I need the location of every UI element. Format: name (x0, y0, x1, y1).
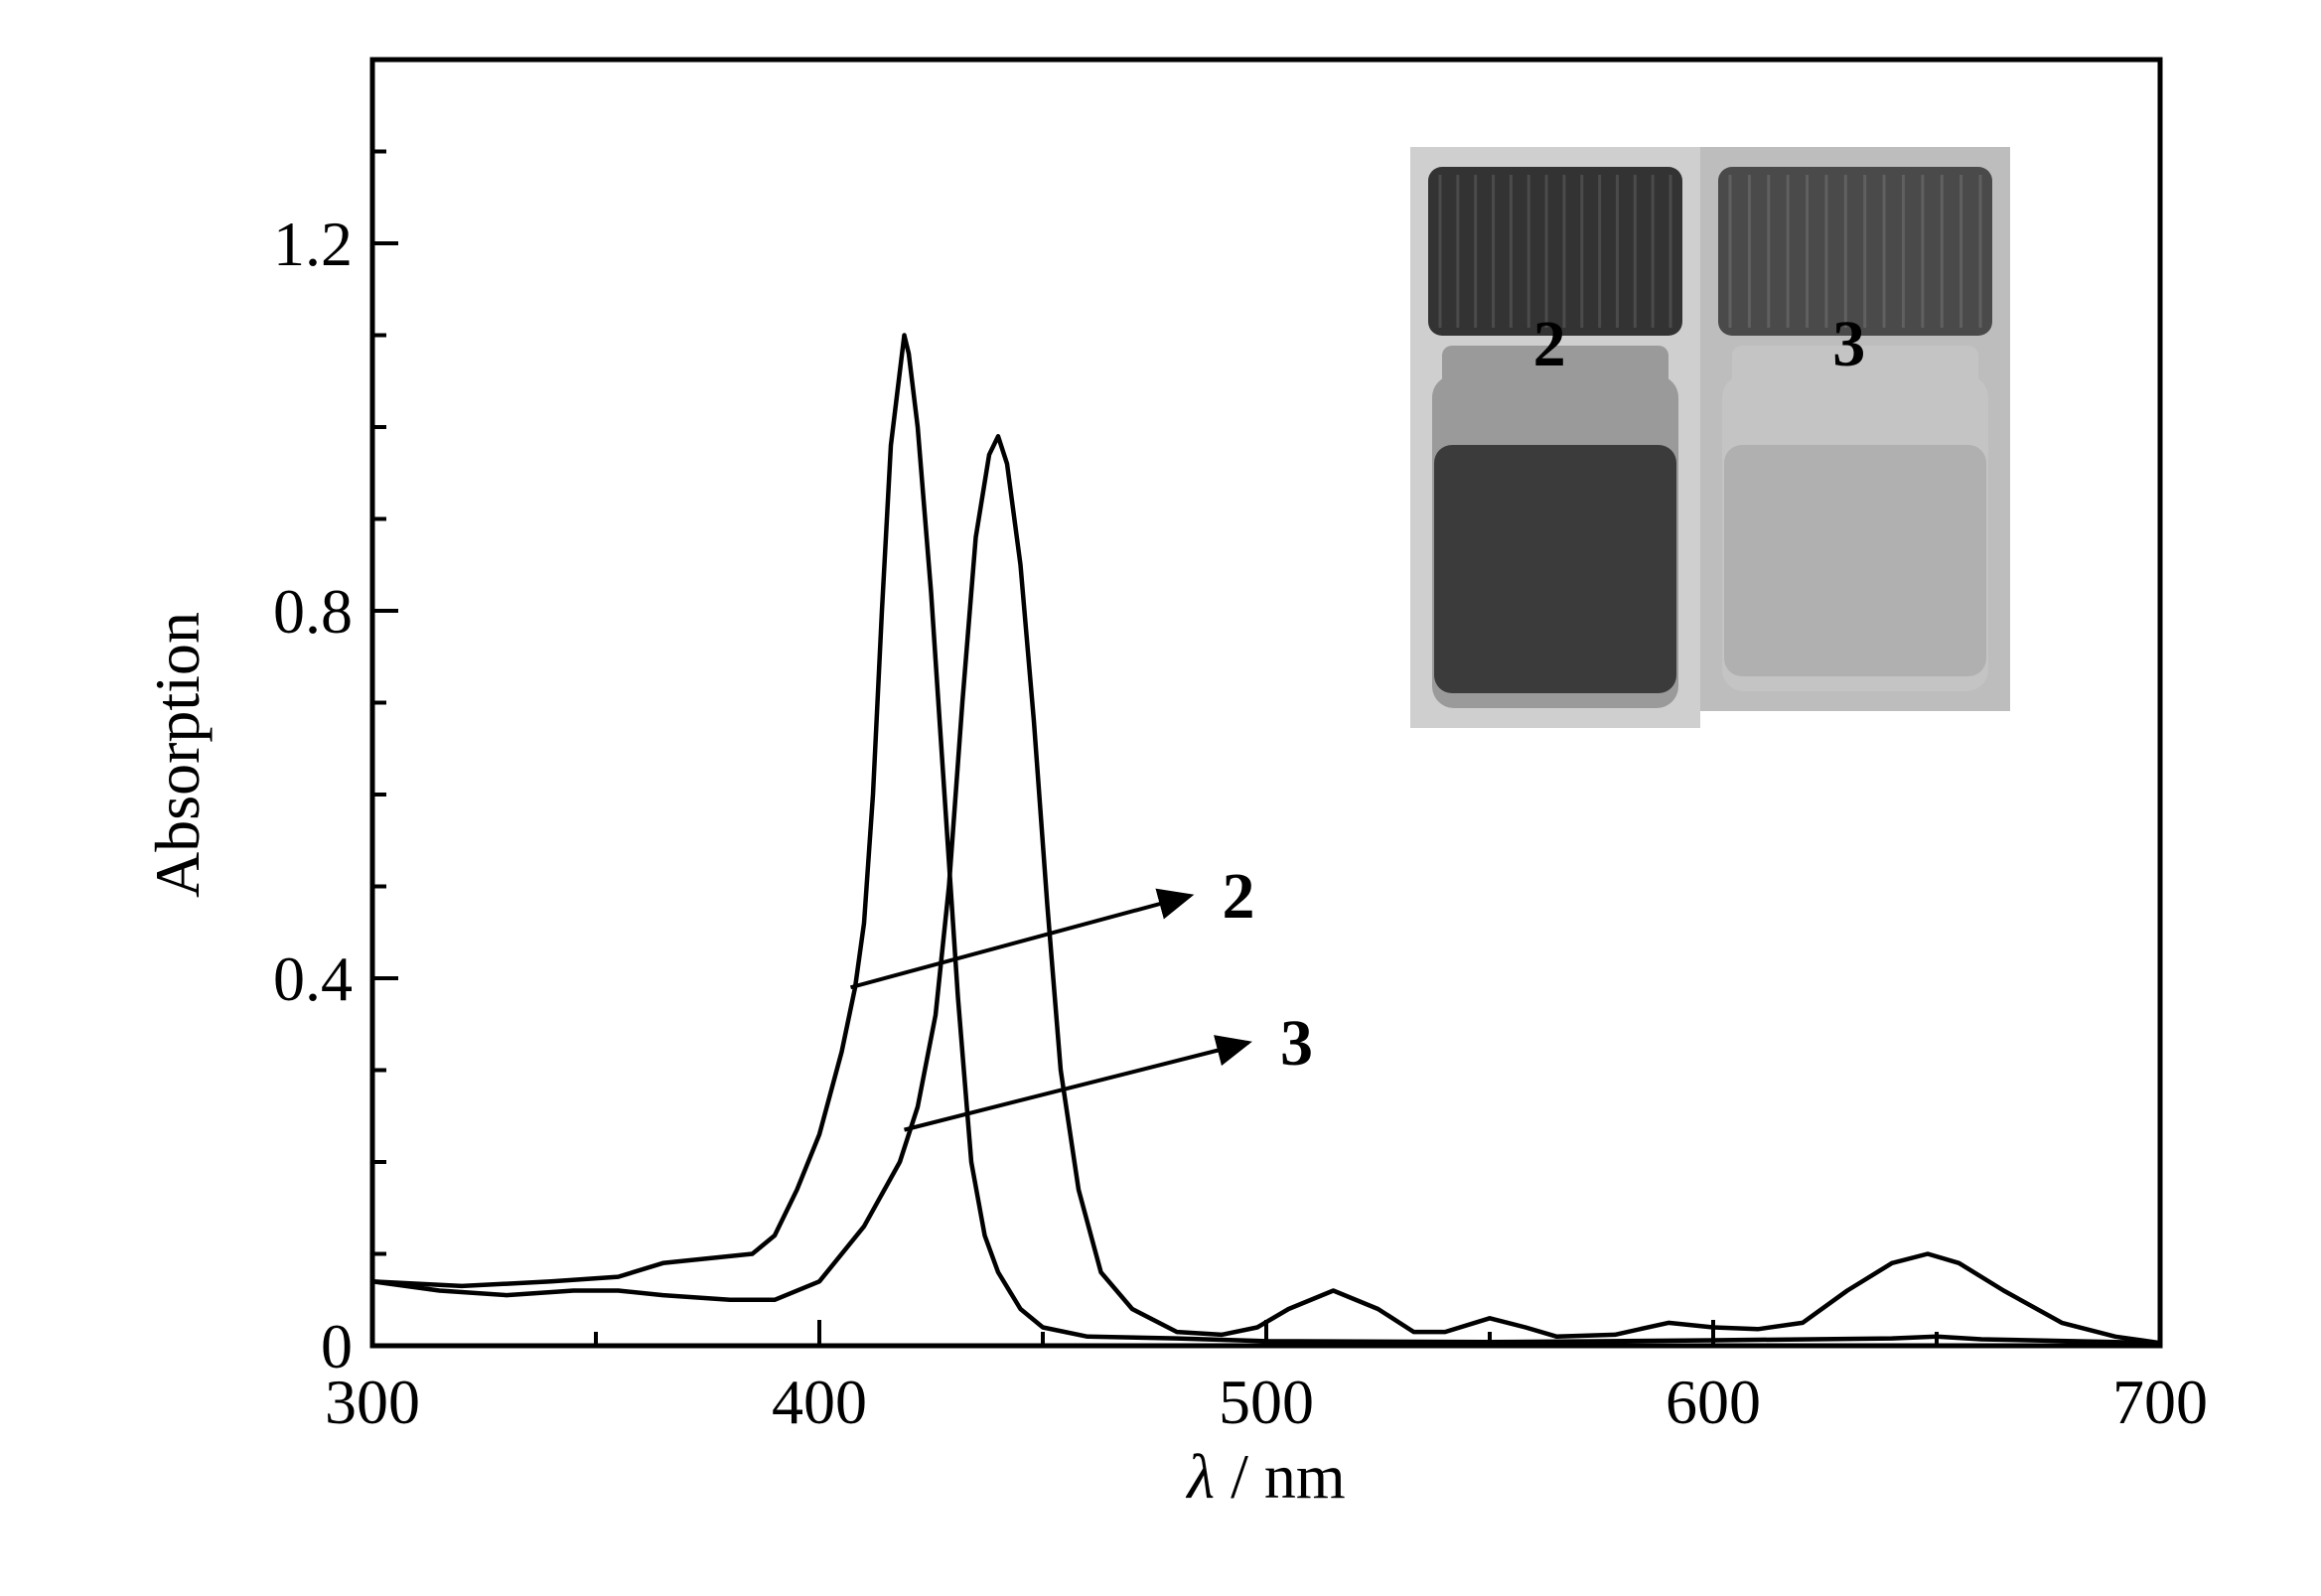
vial-cap (1718, 167, 1992, 336)
vial-cap (1428, 167, 1682, 336)
axis-ticks (370, 149, 2162, 1348)
vial-2: 2 (1410, 147, 1700, 728)
y-axis-title: Absorption (142, 612, 213, 898)
y-tick-label: 0.8 (273, 576, 353, 647)
series-label-2: 2 (1223, 860, 1255, 933)
annotation-layer: 23 (849, 860, 1313, 1132)
vial-label-3: 3 (1832, 308, 1865, 380)
vial-label-2: 2 (1533, 308, 1566, 380)
x-tick-label: 500 (1219, 1367, 1314, 1437)
x-axis-title: λ / nm (1185, 1441, 1345, 1512)
x-axis-symbol: λ (1185, 1441, 1215, 1512)
x-axis-unit: / nm (1215, 1441, 1346, 1512)
x-tick-label: 600 (1666, 1367, 1761, 1437)
y-tick-label: 1.2 (273, 209, 353, 279)
x-tick-label: 300 (325, 1367, 420, 1437)
vial-neck (1442, 346, 1668, 405)
vial-3: 3 (1700, 147, 2010, 711)
series-arrow-2 (849, 888, 1195, 990)
series-label-3: 3 (1280, 1007, 1313, 1080)
x-tick-label: 700 (2112, 1367, 2208, 1437)
series-layer (371, 333, 2161, 1346)
vial-neck (1732, 346, 1978, 405)
x-tick-label: 400 (772, 1367, 867, 1437)
vial-liquid (1434, 445, 1676, 693)
vial-liquid (1724, 445, 1986, 676)
y-tick-label: 0 (321, 1311, 353, 1381)
series-arrow-3 (904, 1035, 1252, 1132)
y-tick-label: 0.4 (273, 943, 353, 1014)
axis-tick-labels: 300 400 500 600 700 0 0.4 0.8 1.2 (273, 209, 2208, 1437)
series-line-2 (371, 333, 2161, 1346)
series-line-3 (371, 434, 2161, 1346)
